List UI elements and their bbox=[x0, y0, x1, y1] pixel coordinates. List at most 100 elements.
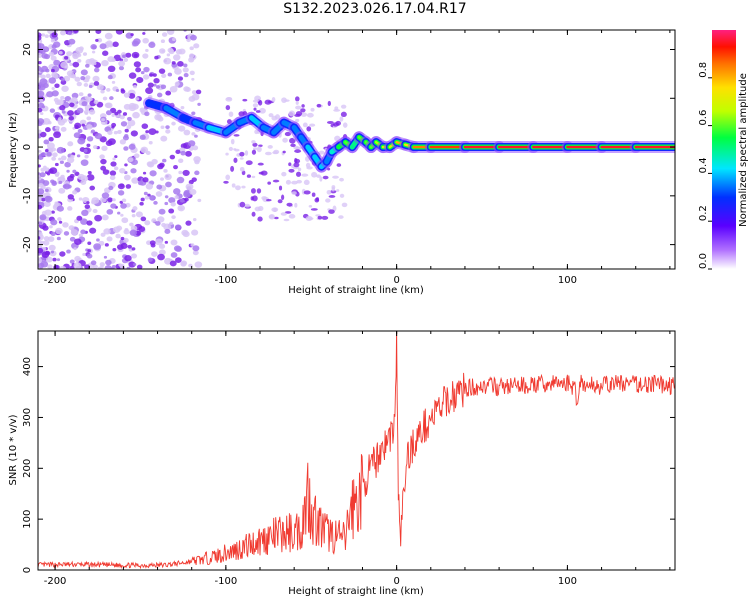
noise-blob bbox=[145, 183, 154, 190]
noise-blob bbox=[38, 149, 42, 153]
noise-blob bbox=[123, 146, 129, 151]
snr-panel: -200 -100 0 100 0 100 200 300 400 Height of stra… bbox=[8, 330, 676, 597]
noise-blob bbox=[295, 96, 300, 102]
noise-blob bbox=[258, 99, 263, 106]
noise-blob bbox=[86, 136, 94, 142]
noise-blob bbox=[80, 75, 86, 81]
noise-blob bbox=[334, 106, 339, 111]
noise-blob bbox=[82, 52, 88, 56]
noise-blob bbox=[92, 264, 98, 269]
noise-blob bbox=[47, 264, 53, 269]
noise-blob bbox=[38, 204, 43, 210]
panel1-x-axis-label: Height of straight line (km) bbox=[288, 285, 424, 296]
noise-blob bbox=[111, 80, 116, 84]
noise-blob bbox=[104, 102, 111, 108]
noise-blob bbox=[327, 120, 334, 124]
noise-blob bbox=[168, 49, 175, 55]
noise-blob bbox=[132, 206, 138, 211]
noise-blob bbox=[256, 188, 262, 194]
noise-blob bbox=[340, 111, 347, 118]
noise-blob bbox=[306, 112, 314, 118]
noise-blob bbox=[105, 140, 113, 147]
noise-blob bbox=[180, 260, 188, 266]
noise-blob bbox=[131, 213, 136, 218]
noise-blob bbox=[291, 191, 297, 195]
noise-blob bbox=[175, 149, 181, 155]
noise-blob bbox=[44, 209, 52, 216]
noise-blob bbox=[38, 221, 43, 225]
noise-blob bbox=[192, 245, 200, 252]
colorbar-tick-label: 0.6 bbox=[698, 110, 709, 126]
noise-blob bbox=[49, 225, 53, 229]
noise-blob bbox=[122, 112, 128, 116]
noise-blob bbox=[294, 157, 298, 164]
noise-blob bbox=[73, 247, 77, 251]
noise-blob bbox=[73, 30, 79, 34]
noise-blob bbox=[107, 130, 113, 135]
noise-blob bbox=[231, 183, 236, 188]
noise-blob bbox=[233, 134, 240, 137]
noise-blob bbox=[72, 52, 79, 59]
noise-blob bbox=[44, 251, 50, 256]
noise-blob bbox=[163, 57, 172, 65]
noise-blob bbox=[40, 152, 46, 157]
noise-blob bbox=[254, 129, 259, 135]
noise-blob bbox=[140, 70, 145, 75]
noise-blob bbox=[38, 245, 43, 249]
noise-blob bbox=[72, 169, 77, 174]
noise-blob bbox=[191, 111, 196, 116]
noise-blob bbox=[282, 137, 288, 143]
noise-blob bbox=[93, 67, 100, 73]
noise-blob bbox=[67, 110, 74, 117]
noise-blob bbox=[55, 227, 63, 235]
noise-blob bbox=[191, 77, 195, 81]
noise-blob bbox=[53, 131, 61, 139]
noise-blob bbox=[101, 192, 110, 199]
noise-blob bbox=[48, 51, 55, 57]
noise-blob bbox=[86, 174, 95, 181]
noise-blob bbox=[54, 126, 59, 130]
noise-blob bbox=[260, 170, 268, 176]
noise-blob bbox=[184, 197, 189, 202]
noise-blob bbox=[40, 167, 46, 172]
panel1-xtick-label: -200 bbox=[44, 275, 67, 286]
noise-blob bbox=[149, 195, 156, 201]
noise-blob bbox=[174, 68, 182, 75]
noise-blob bbox=[56, 236, 61, 241]
noise-blob bbox=[63, 231, 70, 236]
panel2-xtick-label: -200 bbox=[44, 576, 67, 587]
noise-blob bbox=[38, 201, 41, 206]
noise-blob bbox=[69, 102, 75, 108]
noise-blob bbox=[191, 177, 197, 182]
noise-blob bbox=[94, 214, 103, 222]
noise-blob bbox=[92, 208, 98, 214]
noise-blob bbox=[273, 149, 280, 155]
noise-blob bbox=[52, 41, 61, 48]
noise-blob bbox=[180, 150, 186, 156]
noise-blob bbox=[338, 215, 344, 219]
noise-blob bbox=[183, 189, 192, 197]
noise-blob bbox=[38, 188, 45, 195]
noise-blob bbox=[165, 125, 170, 130]
noise-blob bbox=[60, 77, 65, 82]
noise-blob bbox=[193, 156, 201, 163]
noise-blob bbox=[130, 168, 137, 174]
noise-blob bbox=[154, 238, 163, 246]
noise-blob bbox=[53, 30, 59, 33]
noise-blob bbox=[106, 208, 114, 215]
noise-blob bbox=[57, 217, 62, 221]
panel2-ytick-label: 100 bbox=[22, 510, 33, 529]
noise-blob bbox=[117, 190, 125, 196]
noise-blob bbox=[133, 153, 140, 159]
noise-blob bbox=[286, 202, 293, 207]
noise-blob bbox=[170, 252, 178, 258]
noise-blob bbox=[110, 203, 117, 209]
noise-blob bbox=[132, 111, 140, 119]
noise-blob bbox=[90, 129, 96, 134]
noise-blob bbox=[86, 116, 92, 121]
noise-blob bbox=[157, 163, 164, 170]
noise-blob bbox=[339, 177, 344, 182]
noise-blob bbox=[251, 149, 257, 155]
noise-blob bbox=[264, 99, 272, 105]
noise-blob bbox=[251, 140, 256, 144]
